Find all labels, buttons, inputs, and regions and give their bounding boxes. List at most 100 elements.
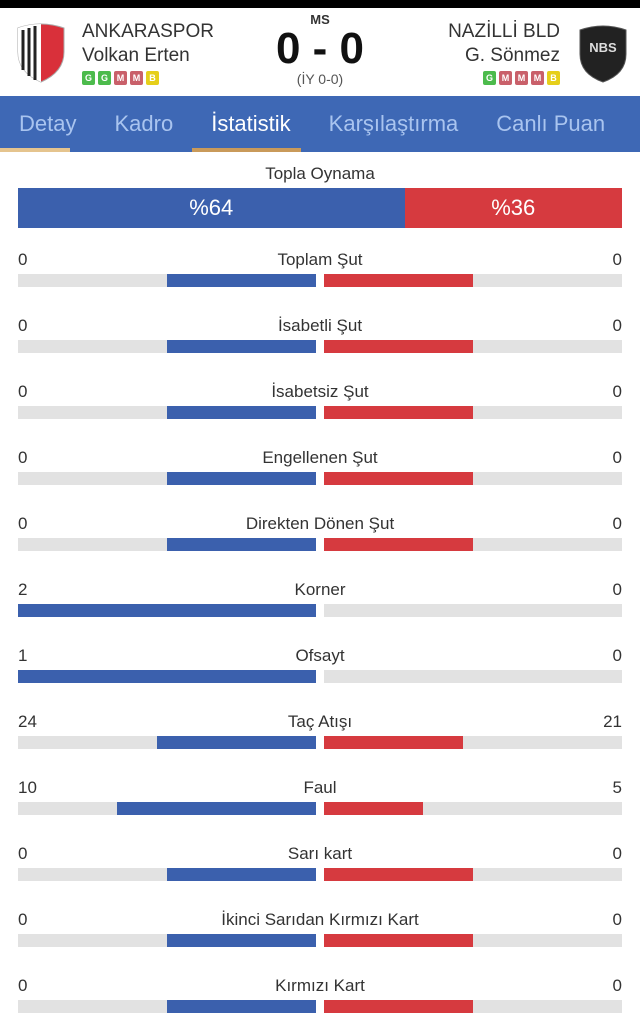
away-bar-track (324, 934, 622, 947)
away-value: 0 (612, 910, 622, 929)
away-value: 0 (612, 580, 622, 599)
form-badge: M (499, 71, 512, 85)
form-badge: B (547, 71, 560, 85)
stat-label: Faul (303, 778, 337, 797)
form-badge: M (515, 71, 528, 85)
home-bar-fill (167, 406, 316, 419)
home-bar-fill (157, 736, 316, 749)
away-crest-text: NBS (589, 40, 617, 55)
stat-row: 2 Korner 0 (18, 564, 622, 630)
stat-label: Engellenen Şut (262, 448, 378, 467)
home-value: 0 (18, 316, 28, 335)
home-value: 0 (18, 844, 28, 863)
away-bar-fill (324, 934, 473, 947)
home-bar-track (18, 472, 316, 485)
home-value: 1 (18, 646, 28, 665)
stat-row: 0 Sarı kart 0 (18, 828, 622, 894)
home-bar-track (18, 868, 316, 881)
stat-row: 0 İsabetsiz Şut 0 (18, 366, 622, 432)
home-bar-fill (18, 670, 316, 683)
tab-1[interactable]: Kadro (95, 96, 173, 152)
away-bar-track (324, 802, 622, 815)
away-bar-fill (324, 538, 473, 551)
home-bar-fill (167, 934, 316, 947)
stat-label: Korner (294, 580, 346, 599)
home-bar-fill (167, 340, 316, 353)
stat-label: Toplam Şut (277, 250, 363, 269)
away-team-name[interactable]: NAZİLLİ BLD (448, 21, 560, 42)
away-value: 0 (612, 976, 622, 995)
home-value: 0 (18, 910, 28, 929)
home-value: 0 (18, 976, 28, 995)
stat-row: 0 Kırmızı Kart 0 (18, 960, 622, 1026)
home-bar-fill (167, 538, 316, 551)
home-bar-track (18, 802, 316, 815)
form-badge: G (98, 71, 111, 85)
possession-label: Topla Oynama (265, 164, 375, 183)
home-bar-fill (167, 1000, 316, 1013)
home-bar-fill (117, 802, 316, 815)
away-value: 0 (612, 514, 622, 533)
tab-label: İstatistik (211, 111, 291, 136)
away-bar-fill (324, 472, 473, 485)
home-team-crest-icon[interactable] (14, 22, 68, 84)
home-team-name[interactable]: ANKARASPOR (82, 21, 214, 42)
status-bar (0, 0, 640, 8)
tab-0[interactable]: Detay (0, 96, 76, 152)
stats-list: 0 Toplam Şut 0 0 İsabetli Şut 0 0 İsabetsiz Şut… (0, 234, 640, 1026)
stat-label: İsabetsiz Şut (271, 382, 369, 401)
away-value: 0 (612, 316, 622, 335)
home-coach: Volkan Erten (82, 45, 190, 66)
home-value: 10 (18, 778, 37, 797)
form-badge: M (114, 71, 127, 85)
home-bar-track (18, 736, 316, 749)
form-badge: G (82, 71, 95, 85)
form-badge: M (130, 71, 143, 85)
away-bar-track (324, 340, 622, 353)
home-bar-fill (18, 604, 316, 617)
stat-label: İkinci Sarıdan Kırmızı Kart (221, 910, 419, 929)
home-bar-track (18, 538, 316, 551)
home-value: 0 (18, 250, 28, 269)
tab-label: Kadro (114, 111, 174, 136)
stat-row: 0 İkinci Sarıdan Kırmızı Kart 0 (18, 894, 622, 960)
stat-row: 0 İsabetli Şut 0 (18, 300, 622, 366)
tab-label: Karşılaştırma (328, 111, 459, 136)
stat-row: 10 Faul 5 (18, 762, 622, 828)
possession-home: %64 (18, 188, 405, 228)
tab-4[interactable]: Canlı Puan (477, 96, 605, 152)
away-bar-fill (324, 274, 473, 287)
home-bar-track (18, 604, 316, 617)
away-bar-track (324, 604, 622, 617)
home-bar-fill (167, 868, 316, 881)
away-value: 5 (612, 778, 622, 797)
home-bar-track (18, 406, 316, 419)
home-bar-fill (167, 472, 316, 485)
home-bar-track (18, 274, 316, 287)
tab-indicator (192, 148, 301, 152)
stat-row: 24 Taç Atışı 21 (18, 696, 622, 762)
tab-3[interactable]: Karşılaştırma (310, 96, 459, 152)
home-bar-track (18, 934, 316, 947)
away-bar-track (324, 538, 622, 551)
tab-label: Detay (19, 111, 77, 136)
tab-2[interactable]: İstatistik (192, 96, 301, 152)
away-value: 21 (603, 712, 622, 731)
home-bar-track (18, 1000, 316, 1013)
stat-label: Taç Atışı (287, 712, 353, 731)
stat-label: Ofsayt (295, 646, 345, 665)
halftime-score: (İY 0-0) (296, 71, 344, 87)
stat-row: 0 Engellenen Şut 0 (18, 432, 622, 498)
away-coach: G. Sönmez (464, 45, 560, 66)
possession-bar: %64 %36 (18, 188, 622, 228)
away-team-crest-icon[interactable]: NBS (576, 22, 630, 84)
stat-label: Kırmızı Kart (275, 976, 365, 995)
stat-row: 0 Direkten Dönen Şut 0 (18, 498, 622, 564)
away-bar-track (324, 472, 622, 485)
possession-away: %36 (404, 188, 622, 228)
away-bar-fill (324, 736, 464, 749)
away-bar-fill (324, 802, 424, 815)
tab-bar: Detay Kadro İstatistik Karşılaştırma Canlı P… (0, 96, 640, 152)
away-bar-fill (324, 340, 473, 353)
